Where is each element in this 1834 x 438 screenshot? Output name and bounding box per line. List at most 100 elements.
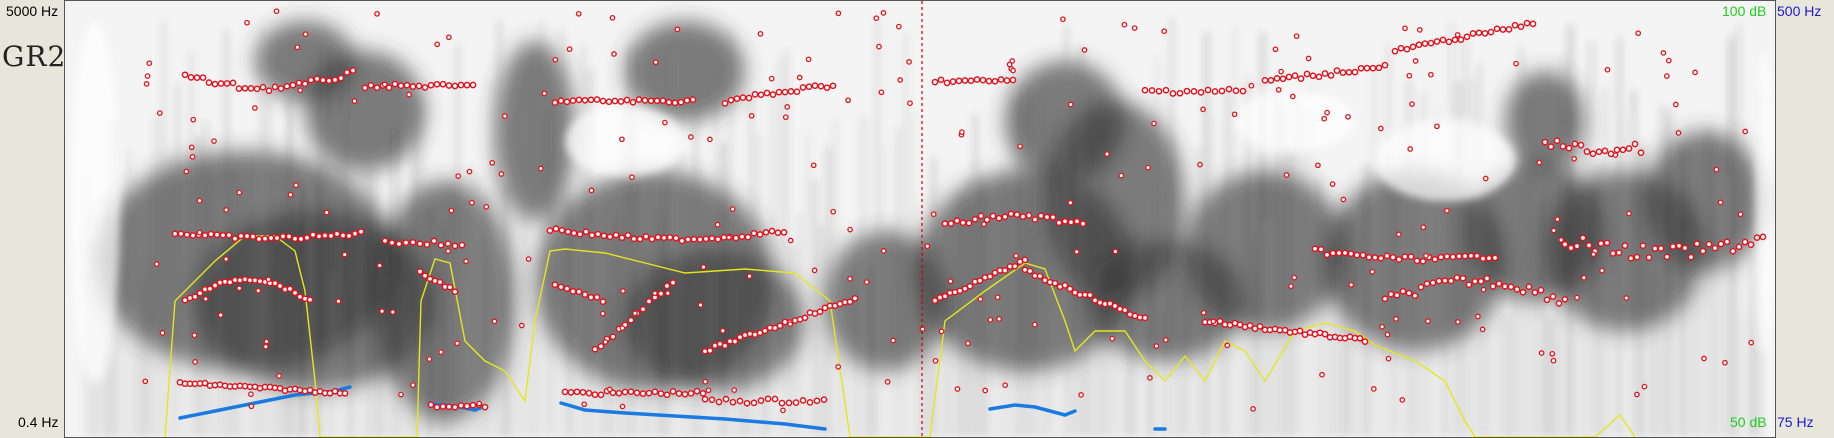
striation xyxy=(1674,165,1677,437)
formant-dot xyxy=(1513,60,1519,67)
formant-dot xyxy=(1001,213,1009,221)
formant-dot xyxy=(761,327,769,335)
formant-dot xyxy=(1672,101,1679,108)
striation xyxy=(1436,105,1439,437)
formant-dot xyxy=(1061,282,1069,289)
striation xyxy=(120,246,123,437)
formant-dot xyxy=(597,342,605,350)
formant-dot xyxy=(546,227,554,234)
formant-dot xyxy=(672,234,680,242)
formant-dot xyxy=(1735,243,1743,251)
formant-dot xyxy=(1447,277,1455,285)
formant-dot xyxy=(1491,254,1499,262)
striation xyxy=(1345,215,1348,437)
formant-dot xyxy=(965,340,971,347)
formant-dot xyxy=(665,98,673,106)
striation xyxy=(141,280,144,437)
formant-dot xyxy=(706,347,714,354)
striation xyxy=(302,184,305,437)
striation xyxy=(764,274,767,437)
formant-dot xyxy=(768,75,775,82)
formant-dot xyxy=(633,389,641,397)
formant-dot xyxy=(518,322,525,329)
formant-dot xyxy=(1633,253,1641,261)
striation xyxy=(897,127,900,437)
formant-dot xyxy=(1449,253,1457,261)
striation xyxy=(134,301,137,437)
formant-dot xyxy=(331,76,339,84)
formant-dot xyxy=(1204,86,1212,94)
striation xyxy=(456,45,459,437)
formant-dot xyxy=(1081,47,1088,53)
formant-dot xyxy=(873,15,880,22)
formant-dot xyxy=(684,236,692,243)
formant-dot xyxy=(406,91,412,98)
formant-dot xyxy=(436,278,444,286)
formant-dot xyxy=(1481,30,1489,37)
formant-dot xyxy=(335,298,342,305)
striation xyxy=(148,260,151,437)
formant-dot xyxy=(579,388,587,396)
striation xyxy=(540,19,543,437)
formant-dot xyxy=(932,357,939,364)
formant-dot xyxy=(1369,268,1376,275)
formant-dot xyxy=(947,220,955,227)
formant-dot xyxy=(780,229,788,236)
formant-dot xyxy=(941,220,949,228)
formant-dot xyxy=(764,395,772,403)
striation xyxy=(1226,89,1229,437)
formant-dot xyxy=(265,276,272,283)
formant-dot xyxy=(967,77,975,85)
formant-dot xyxy=(907,100,913,107)
formant-dot xyxy=(721,342,729,350)
formant-dot xyxy=(1699,247,1707,255)
formant-dot xyxy=(297,235,305,243)
formant-dot xyxy=(249,233,257,240)
formant-dot xyxy=(714,221,721,228)
formant-dot xyxy=(1531,289,1539,296)
formant-dot xyxy=(444,240,452,248)
formant-dot xyxy=(699,390,707,397)
formant-dot xyxy=(1348,281,1355,288)
formant-dot xyxy=(433,80,441,88)
striation xyxy=(1548,315,1551,437)
formant-dot xyxy=(1289,93,1296,100)
formant-dot xyxy=(1525,283,1533,291)
formant-dot xyxy=(1381,61,1389,69)
formant-dot xyxy=(1401,253,1409,260)
striation xyxy=(1744,312,1747,437)
formant-dot xyxy=(979,76,987,84)
formant-dot xyxy=(1511,21,1519,29)
formant-dot xyxy=(641,97,649,104)
formant-dot xyxy=(581,291,589,298)
formant-dot xyxy=(611,51,617,57)
formant-dot xyxy=(389,309,396,315)
striation xyxy=(127,148,130,437)
formant-dot xyxy=(1369,64,1377,72)
formant-dot xyxy=(966,282,974,290)
formant-dot xyxy=(1109,335,1116,342)
formant-dot xyxy=(448,207,455,214)
formant-dot xyxy=(463,402,471,410)
formant-dot xyxy=(445,403,453,411)
striation xyxy=(386,276,389,437)
formant-dot xyxy=(1543,296,1551,304)
formant-dot xyxy=(395,240,403,248)
striation xyxy=(1373,64,1376,437)
formant-dot xyxy=(1665,57,1672,64)
striation xyxy=(1443,288,1446,437)
formant-dot xyxy=(890,337,897,344)
formant-dot xyxy=(143,81,150,87)
spectrogram-panel[interactable] xyxy=(64,0,1776,438)
light-patch xyxy=(1235,91,1355,151)
formant-dot xyxy=(1573,242,1581,250)
striation xyxy=(1303,111,1306,437)
formant-dot xyxy=(1019,213,1027,220)
formant-dot xyxy=(1031,216,1039,223)
formant-dot xyxy=(1742,128,1749,135)
formant-dot xyxy=(1002,382,1009,389)
formant-dot xyxy=(1604,66,1611,73)
formant-dot xyxy=(1055,219,1063,227)
formant-dot xyxy=(690,235,698,243)
formant-dot xyxy=(806,399,814,406)
